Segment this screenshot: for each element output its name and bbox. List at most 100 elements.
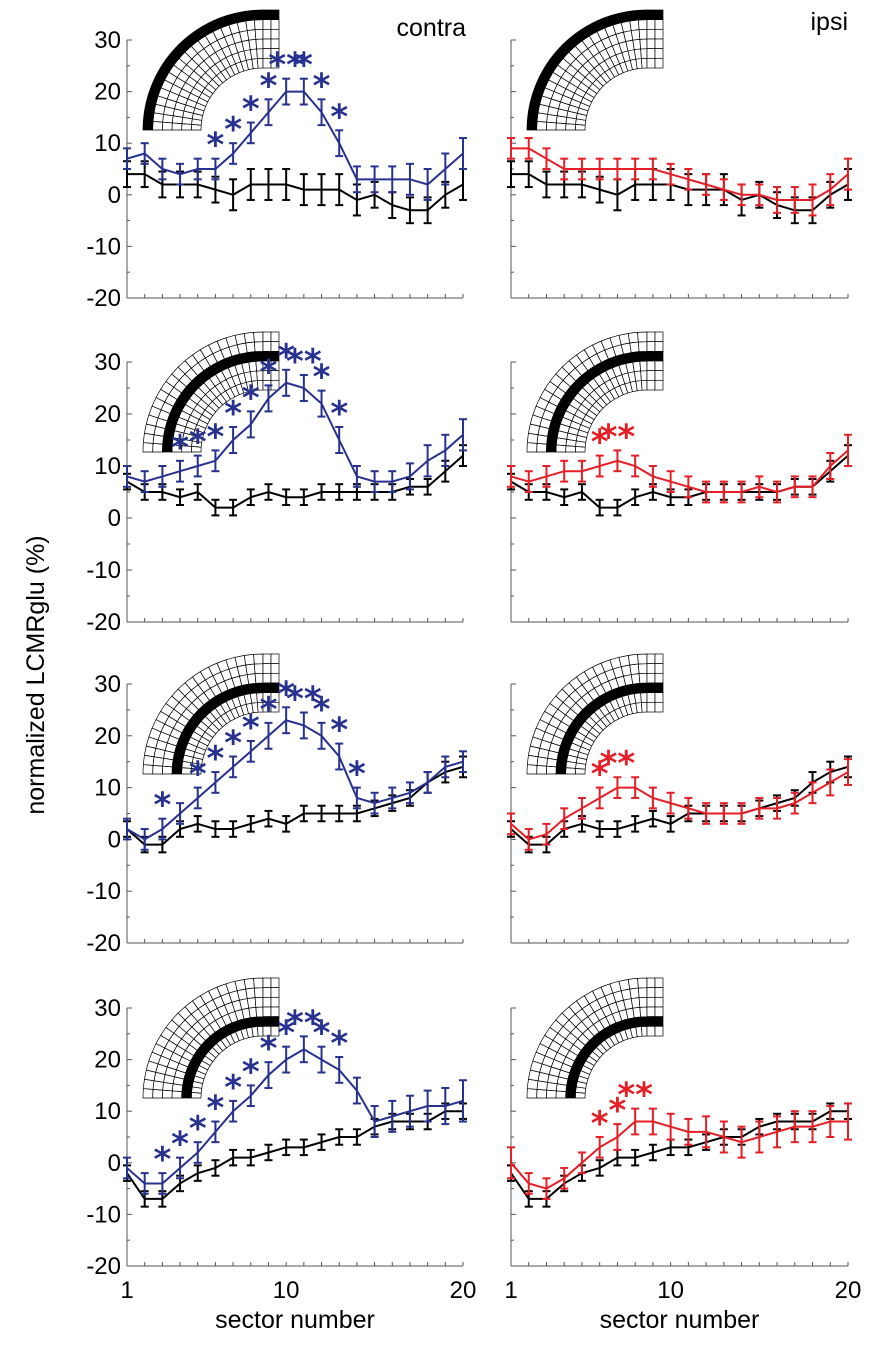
inset-cell xyxy=(638,28,648,40)
inset-extension xyxy=(646,9,664,69)
inset-cell xyxy=(637,663,648,675)
y-tick-label: -10 xyxy=(86,1201,121,1228)
inset-cell xyxy=(654,341,664,352)
inset-cell xyxy=(255,38,264,50)
series-line xyxy=(511,173,849,212)
inset-cell xyxy=(262,672,272,684)
inset-cell xyxy=(253,331,264,343)
significance-star: * xyxy=(313,66,331,106)
inset-cell xyxy=(654,360,664,372)
inset-cell xyxy=(262,341,272,352)
inset-cell xyxy=(640,48,648,59)
inset-cell xyxy=(641,379,648,391)
inset-cell xyxy=(270,996,280,1008)
inset-cell xyxy=(243,977,255,990)
inset-cell xyxy=(654,653,664,665)
inset-cell xyxy=(640,692,648,703)
significance-star: * xyxy=(609,1091,627,1131)
significance-star: * xyxy=(313,358,331,398)
inset-cell xyxy=(629,987,640,999)
inset-cell xyxy=(248,38,257,51)
hemisphere-sector-inset xyxy=(142,653,280,775)
hemisphere-sector-inset xyxy=(526,977,664,1099)
inset-cell xyxy=(630,997,641,1009)
inset-cell xyxy=(637,9,648,21)
x-axis-title: sector number xyxy=(600,1306,760,1334)
column-label-ipsi: ipsi xyxy=(810,8,848,36)
y-tick-label: 0 xyxy=(108,1150,121,1177)
inset-cell xyxy=(171,122,183,131)
series-blue xyxy=(123,77,467,201)
y-tick-label: -20 xyxy=(86,609,121,636)
inset-cell xyxy=(629,19,640,31)
significance-star: * xyxy=(207,126,225,166)
inset-cell xyxy=(654,379,664,391)
inset-cell xyxy=(262,663,272,674)
inset-cell xyxy=(646,1016,656,1027)
series-red xyxy=(507,433,852,504)
inset-cell xyxy=(234,655,247,668)
inset-cell xyxy=(633,48,642,60)
inset-cell xyxy=(246,673,257,685)
inset-cell xyxy=(545,443,557,453)
inset-cell xyxy=(654,692,664,703)
inset-cell xyxy=(262,28,272,40)
y-tick-label: 10 xyxy=(94,1098,121,1125)
inset-cell xyxy=(654,682,664,694)
series-blue xyxy=(123,368,467,493)
inset-cell xyxy=(262,977,272,989)
inset-cell xyxy=(654,370,664,381)
inset-cell xyxy=(248,360,257,373)
series-blue xyxy=(123,706,467,851)
significance-star: ** xyxy=(268,46,304,86)
inset-cell xyxy=(654,28,664,40)
inset-cell xyxy=(646,19,656,30)
significance-star: ** xyxy=(286,679,322,719)
significance-star: ** xyxy=(600,417,636,457)
inset-cell xyxy=(646,977,656,989)
inset-cell xyxy=(234,11,247,24)
inset-cell xyxy=(646,692,656,703)
inset-cell xyxy=(262,653,272,665)
inset-cell xyxy=(253,653,264,665)
inset-cell xyxy=(646,331,656,343)
significance-star: * xyxy=(348,755,366,795)
inset-cell xyxy=(632,38,641,51)
significance-star: * xyxy=(189,1109,207,1149)
inset-cell xyxy=(654,331,664,343)
chart-panel-row1-ipsi xyxy=(507,9,852,299)
significance-star: * xyxy=(330,394,348,434)
column-label-contra: contra xyxy=(397,14,467,42)
inset-cell xyxy=(253,341,264,353)
significance-star: * xyxy=(224,1068,242,1108)
y-tick-label: 20 xyxy=(94,79,121,106)
significance-star: * xyxy=(260,352,278,392)
significance-star: * xyxy=(153,1140,171,1180)
y-tick-label: -20 xyxy=(86,930,121,957)
inset-extension xyxy=(646,331,664,391)
series-line xyxy=(510,771,849,841)
inset-cell xyxy=(536,764,548,775)
y-tick-label: 0 xyxy=(108,182,121,209)
series-line xyxy=(126,90,464,186)
inset-cell xyxy=(254,996,264,1008)
inset-cell xyxy=(249,1016,258,1028)
series-black xyxy=(123,444,467,517)
inset-cell xyxy=(253,987,264,999)
y-tick-label: 20 xyxy=(94,723,121,750)
series-black xyxy=(507,444,852,517)
inset-extension xyxy=(262,977,280,1037)
inset-cell xyxy=(270,1025,280,1037)
series-line xyxy=(126,1048,464,1185)
series-line xyxy=(126,1110,463,1200)
inset-cell xyxy=(638,672,648,684)
inset-cell xyxy=(654,1025,664,1037)
significance-star: ** xyxy=(617,1076,653,1116)
significance-star: * xyxy=(207,739,225,779)
inset-cell xyxy=(627,9,639,22)
x-tick-label: 20 xyxy=(450,1277,477,1304)
inset-cell xyxy=(646,9,656,21)
inset-cell xyxy=(639,682,648,694)
series-line xyxy=(126,765,464,846)
